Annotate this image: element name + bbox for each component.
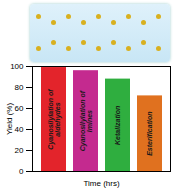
svg-text:100: 100 — [10, 62, 24, 71]
svg-text:0: 0 — [19, 167, 24, 176]
svg-text:Yield (%): Yield (%) — [5, 103, 14, 135]
svg-text:Ketalization: Ketalization — [114, 106, 121, 145]
svg-text:20: 20 — [15, 146, 24, 155]
svg-text:Esterification: Esterification — [146, 112, 153, 156]
svg-text:Time (hrs): Time (hrs) — [83, 179, 119, 188]
svg-text:Cyanosilylation ofaldehydes: Cyanosilylation ofaldehydes — [47, 89, 62, 150]
svg-text:80: 80 — [15, 83, 24, 92]
svg-text:40: 40 — [15, 125, 24, 134]
svg-text:Cyanosilylation ofImines: Cyanosilylation ofImines — [79, 90, 93, 151]
svg-text:60: 60 — [15, 104, 24, 113]
